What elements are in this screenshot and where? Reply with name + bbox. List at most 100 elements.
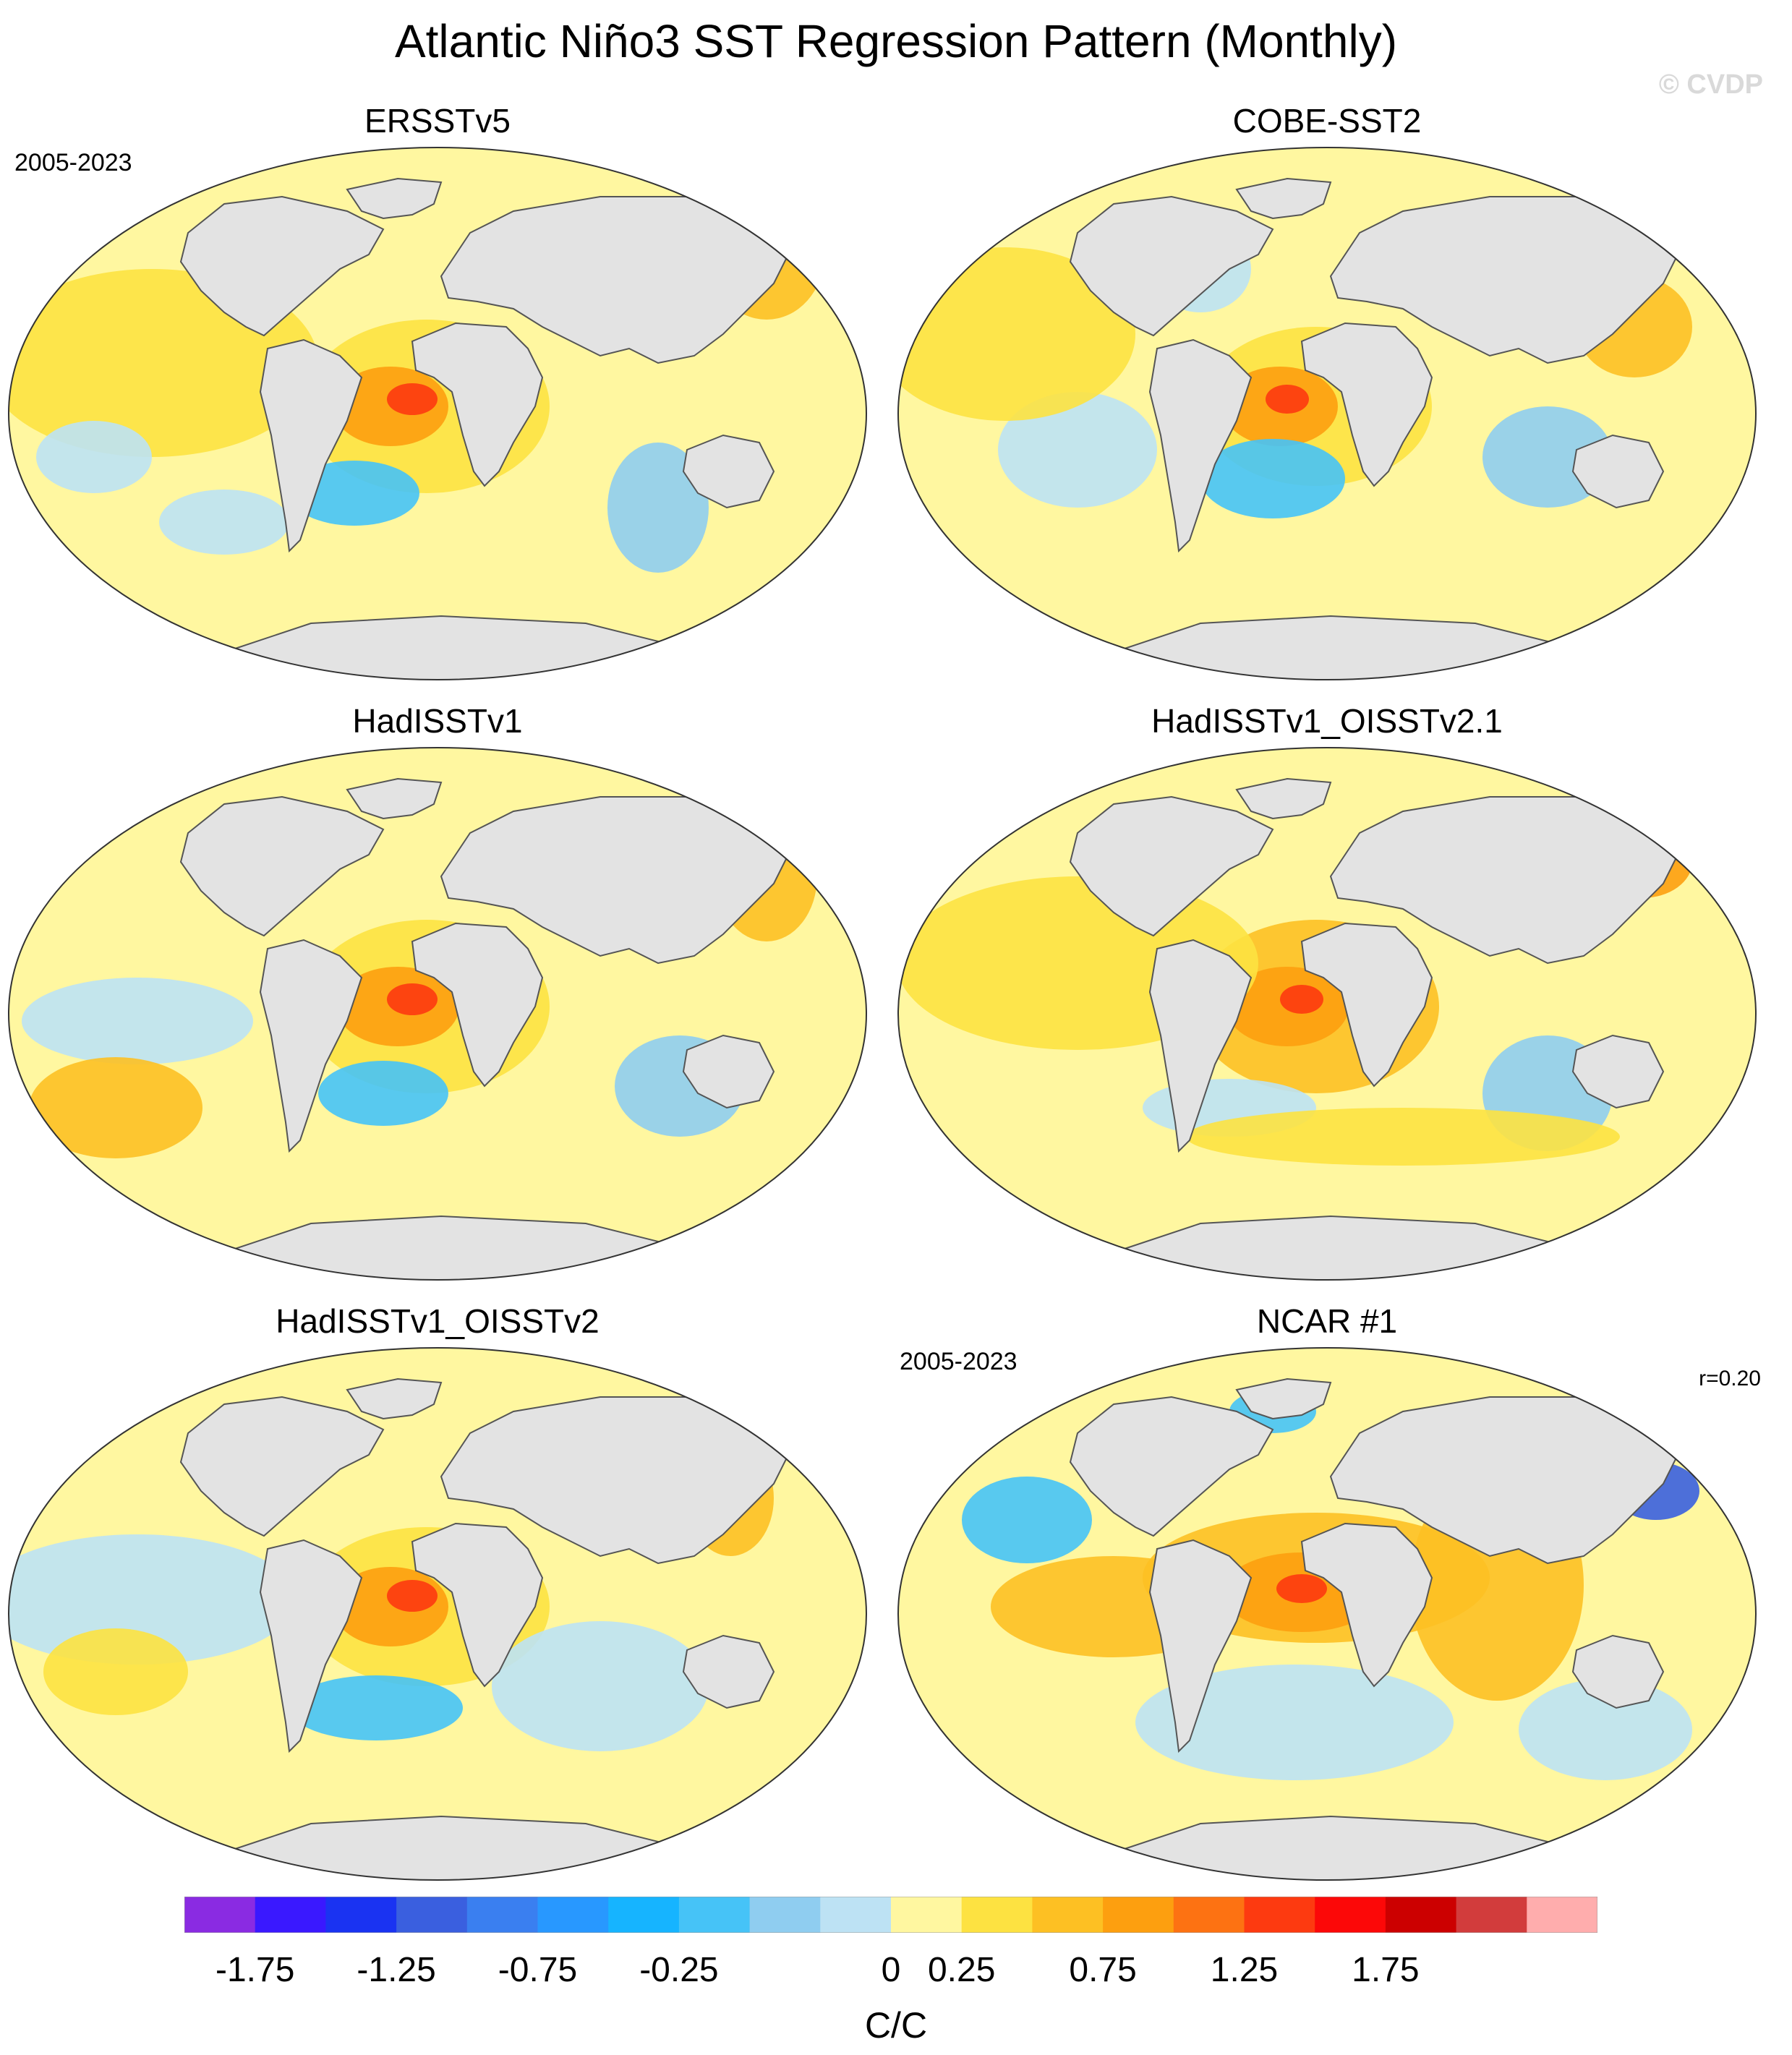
anomaly-contour — [159, 490, 289, 555]
colorbar-tick-label: 1.75 — [1352, 1951, 1420, 1989]
land-mask — [1069, 195, 1274, 337]
map-border — [897, 147, 1757, 680]
figure-title: Atlantic Niño3 SST Regression Pattern (M… — [394, 15, 1398, 67]
map-border — [8, 1347, 867, 1881]
anomaly-contour — [36, 421, 152, 493]
colorbar-bin — [820, 1897, 892, 1933]
colorbar-bin — [325, 1897, 397, 1933]
land-mask — [346, 1377, 443, 1420]
land-mask — [440, 1396, 790, 1565]
panel-title: ERSSTv5 — [364, 102, 511, 140]
sst-regression-map — [897, 147, 1757, 680]
colorbar-bin — [749, 1897, 821, 1933]
anomaly-contour — [962, 1477, 1092, 1563]
colorbar-bin — [608, 1897, 680, 1933]
colorbar-tick-label: 0 — [881, 1951, 901, 1989]
colorbar-units: C/C — [864, 2005, 928, 2046]
panel-title: HadISSTv1 — [352, 702, 523, 740]
colorbar-tick-label: -0.75 — [498, 1951, 578, 1989]
map-panel: NCAR #1 2005-2023 r=0.20 — [897, 1302, 1761, 1881]
anomaly-contour — [22, 978, 253, 1064]
cvdp-watermark: © CVDP — [1658, 69, 1763, 100]
anomaly-contour — [387, 383, 438, 415]
anomaly-contour — [607, 443, 709, 573]
land-mask — [1235, 777, 1332, 820]
panel-title: NCAR #1 — [1256, 1302, 1398, 1340]
colorbar-bin — [537, 1897, 609, 1933]
colorbar-bin — [961, 1897, 1033, 1933]
anomaly-contour — [1266, 385, 1309, 414]
anomaly-contour — [1280, 985, 1323, 1014]
colorbar-bin — [184, 1897, 256, 1933]
map-panel: HadISSTv1_OISSTv2 — [7, 1302, 868, 1881]
colorbar-bin — [466, 1897, 538, 1933]
land-mask — [411, 922, 544, 1088]
colorbar-tick-label: 1.25 — [1210, 1951, 1279, 1989]
period-label: 2005-2023 — [900, 1348, 1017, 1375]
land-mask — [682, 434, 775, 509]
land-mask — [440, 796, 790, 965]
land-mask — [259, 939, 363, 1153]
colorbar-bin — [1103, 1897, 1174, 1933]
sst-regression-map — [8, 1347, 867, 1881]
land-mask — [179, 795, 385, 937]
anomaly-contour — [29, 1057, 202, 1158]
colorbar — [184, 1897, 1597, 1933]
colorbar-tick-label: -1.75 — [215, 1951, 295, 1989]
land-mask — [1571, 1034, 1665, 1109]
anomaly-contour — [387, 983, 438, 1015]
colorbar-bin — [678, 1897, 751, 1933]
land-mask — [1300, 1522, 1433, 1688]
map-panel: ERSSTv5 2005-2023 — [7, 101, 868, 680]
anomaly-contour — [998, 392, 1157, 508]
panel-title: HadISSTv1_OISSTv2.1 — [1151, 702, 1503, 740]
land-mask — [1148, 1539, 1253, 1753]
land-mask — [1329, 196, 1679, 364]
anomaly-contour — [1519, 1679, 1692, 1780]
land-mask — [259, 338, 363, 553]
land-mask — [1235, 177, 1332, 220]
colorbar-bin — [255, 1897, 326, 1933]
colorbar-bin — [1244, 1897, 1315, 1933]
land-mask — [1329, 1396, 1679, 1565]
anomaly-contour — [289, 1675, 463, 1740]
land-mask — [411, 1522, 544, 1688]
colorbar-bin — [1456, 1897, 1527, 1933]
colorbar-bin — [396, 1897, 468, 1933]
land-mask — [682, 1034, 775, 1109]
land-mask — [411, 322, 544, 487]
land-mask — [346, 777, 443, 820]
anomaly-contour — [1135, 1665, 1454, 1780]
land-mask — [1571, 434, 1665, 509]
colorbar-bin — [1385, 1897, 1457, 1933]
map-border — [897, 747, 1757, 1281]
colorbar-bin — [1173, 1897, 1245, 1933]
map-border — [8, 147, 867, 680]
land-mask — [1300, 922, 1433, 1088]
colorbar-tick-label: -1.25 — [357, 1951, 436, 1989]
map-border — [8, 747, 867, 1281]
land-mask — [1300, 322, 1433, 487]
land-mask — [440, 196, 790, 364]
colorbar-bin — [1032, 1897, 1104, 1933]
land-mask — [179, 195, 385, 337]
anomaly-contour — [1276, 1574, 1327, 1603]
colorbar-tick-label: -0.25 — [639, 1951, 719, 1989]
anomaly-contour — [1186, 1108, 1620, 1166]
map-panel: HadISSTv1 — [7, 701, 868, 1281]
land-mask — [259, 1539, 363, 1753]
colorbar-bin — [891, 1897, 963, 1933]
anomaly-contour — [492, 1621, 709, 1751]
colorbar-bin — [1315, 1897, 1386, 1933]
land-mask — [346, 177, 443, 220]
map-panel: COBE-SST2 — [897, 101, 1757, 680]
anomaly-contour — [387, 1580, 438, 1612]
land-mask — [179, 1396, 385, 1537]
sst-regression-map — [8, 147, 867, 680]
sst-regression-map — [8, 747, 867, 1281]
anomaly-contour — [1200, 439, 1345, 518]
land-mask — [1235, 1377, 1332, 1420]
period-label: 2005-2023 — [14, 149, 132, 176]
land-mask — [682, 1634, 775, 1709]
land-mask — [1329, 796, 1679, 965]
